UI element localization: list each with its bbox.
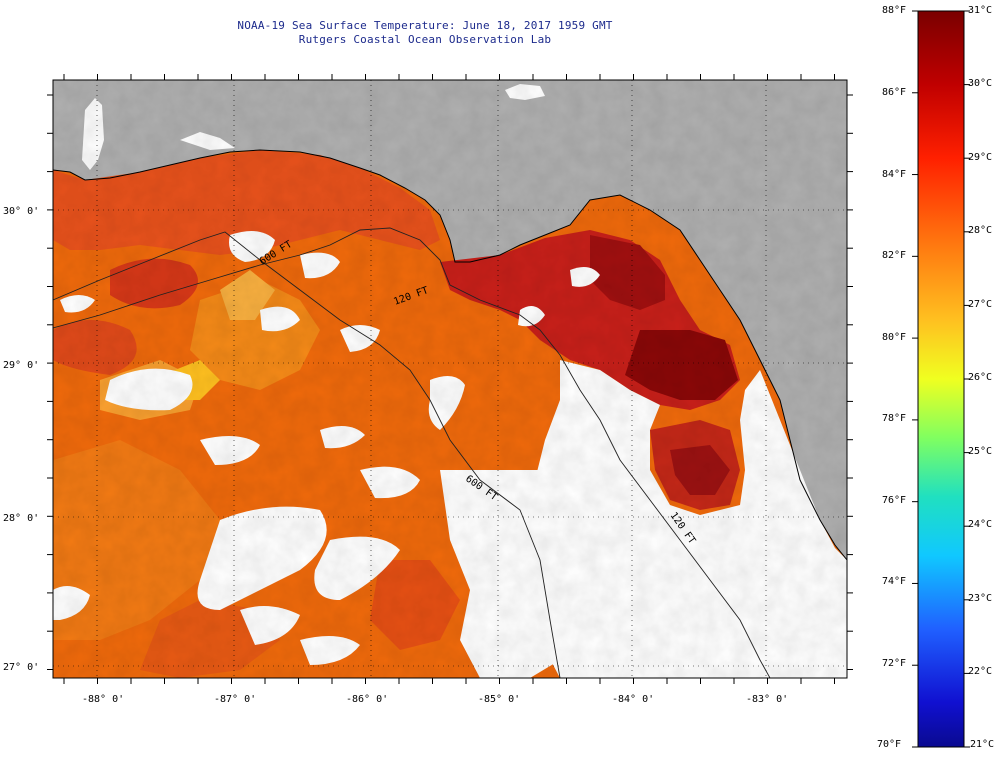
isobath-600ft: [53, 231, 561, 678]
map-frame: [52, 79, 848, 679]
coastline: [53, 149, 847, 561]
lat-label-28: 28° 0': [3, 513, 39, 524]
colorbar-ticks: [912, 10, 970, 748]
lon-label-84: -84° 0': [612, 694, 654, 705]
lon-label-85: -85° 0': [478, 694, 520, 705]
lon-label-87: -87° 0': [214, 694, 256, 705]
map-subtitle: Rutgers Coastal Ocean Observation Lab: [298, 33, 552, 46]
axis-ticks: [47, 74, 853, 684]
lon-label-88: -88° 0': [82, 694, 124, 705]
temperature-colorbar: [917, 10, 965, 748]
map-title: NOAA-19 Sea Surface Temperature: June 18…: [237, 19, 613, 32]
isobath-120ft: [53, 227, 771, 678]
lat-label-30: 30° 0': [3, 206, 39, 217]
lon-label-86: -86° 0': [346, 694, 388, 705]
lat-label-29: 29° 0': [3, 360, 39, 371]
lat-label-27: 27° 0': [3, 662, 39, 673]
lon-label-83: -83° 0': [746, 694, 788, 705]
